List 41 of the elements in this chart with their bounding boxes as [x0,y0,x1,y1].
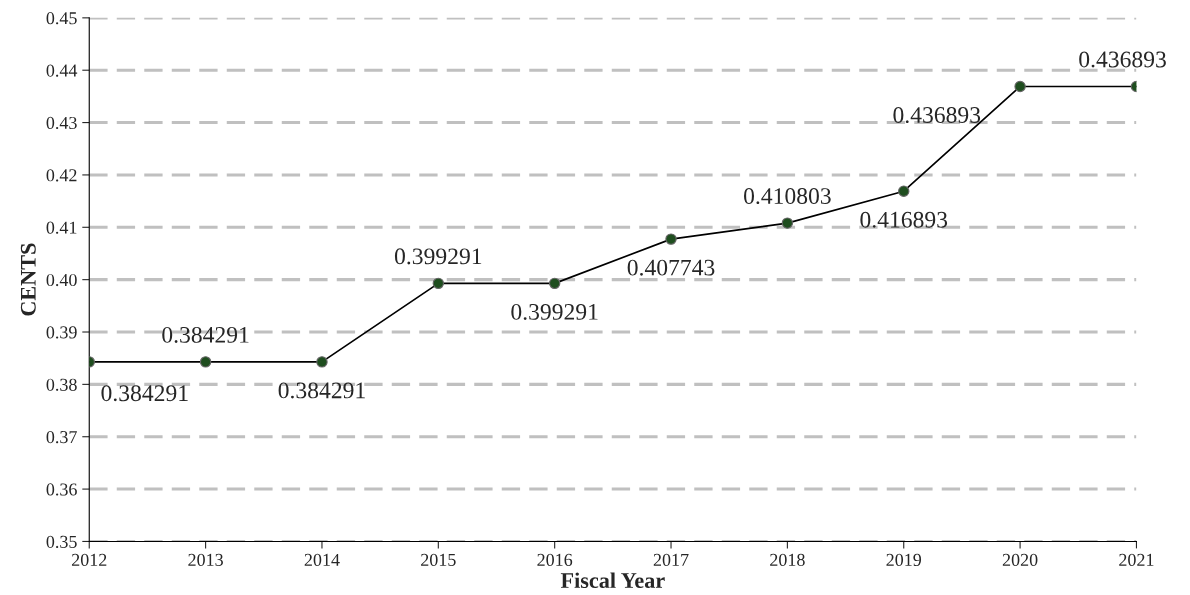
y-tick-label: 0.44 [46,64,78,77]
x-tick-label: 2016 [537,553,573,566]
y-tick-label: 0.39 [46,326,77,339]
y-tick-label: 0.41 [46,221,77,234]
y-tick-label: 0.37 [46,430,77,444]
x-tick-label: 2013 [188,553,223,566]
data-label: 0.407743 [627,259,715,276]
point [898,185,910,197]
point [548,277,561,290]
y-tick-label: 0.42 [46,169,77,182]
x-tick-label: 2014 [304,553,340,566]
x-tick-label: 2018 [770,553,805,566]
x-tick-label: 2020 [1002,553,1038,566]
point [665,233,677,245]
data-label: 0.384291 [101,385,188,402]
y-tick-label: 0.36 [46,483,77,496]
data-label: 0.399291 [394,248,482,265]
point [781,217,794,229]
point [432,277,445,290]
y-tick-label: 0.45 [46,12,77,25]
point [199,356,212,368]
x-tick-label: 2012 [71,553,107,566]
y-axis-title: CENTS [20,243,36,316]
y-tick-label: 0.43 [46,116,77,130]
x-axis-title: Fiscal Year [560,572,665,589]
y-tick-label: 0.35 [46,535,77,548]
data-label: 0.384291 [162,326,249,343]
x-tick-label: 2021 [1119,553,1154,566]
data-label: 0.416893 [860,211,948,228]
data-label: 0.410803 [744,188,831,205]
x-tick-label: 2015 [421,553,456,566]
y-tick-label: 0.38 [46,378,77,391]
point [316,356,328,368]
point [1014,80,1026,93]
data-label: 0.399291 [511,303,598,320]
data-label: 0.436893 [893,107,981,124]
data-label: 0.436893 [1079,51,1166,68]
x-tick-label: 2019 [886,553,922,566]
data-label: 0.384291 [278,382,365,399]
x-tick-label: 2017 [653,553,689,566]
y-tick-label: 0.40 [46,273,77,287]
